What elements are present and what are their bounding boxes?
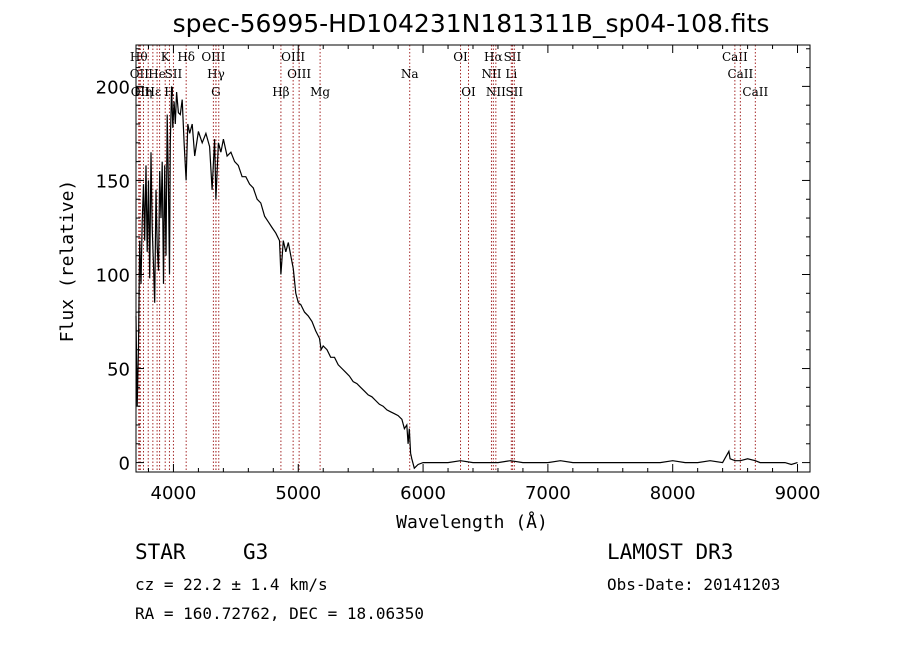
marker-label-12: OIII <box>201 50 225 64</box>
marker-label-0: Hθ <box>130 50 148 64</box>
marker-label-24: Hα <box>484 50 503 64</box>
marker-label-26: Li <box>505 67 517 81</box>
y-tick-label-0: 0 <box>119 454 130 475</box>
marker-label-28: SII <box>505 85 523 99</box>
x-tick-label-4: 8000 <box>650 483 696 504</box>
y-tick-label-4: 200 <box>96 77 130 98</box>
marker-label-1: OII <box>130 67 150 81</box>
marker-label-21: OI <box>453 50 468 64</box>
marker-label-11: Hδ <box>177 50 195 64</box>
survey-name: LAMOST DR3 <box>607 540 734 564</box>
marker-label-9: H <box>164 85 174 99</box>
marker-label-6: He <box>148 67 166 81</box>
y-tick-label-2: 100 <box>96 265 130 286</box>
marker-label-17: OIII <box>281 50 305 64</box>
marker-label-16: Hβ <box>272 85 289 99</box>
obs-date: Obs-Date: 20141203 <box>607 575 781 594</box>
x-tick-label-3: 7000 <box>525 483 571 504</box>
x-tick-label-5: 9000 <box>775 483 821 504</box>
marker-label-29: CaII <box>722 50 748 64</box>
marker-label-18: OIII <box>287 67 311 81</box>
chart-title: spec-56995-HD104231N181311B_sp04-108.fit… <box>173 9 770 38</box>
x-tick-label-0: 4000 <box>151 483 197 504</box>
marker-label-8: K <box>161 50 171 64</box>
plot-frame <box>135 44 811 473</box>
object-subclass: G3 <box>243 540 269 564</box>
y-tick-label-3: 150 <box>96 171 130 192</box>
marker-label-27: SII <box>504 50 522 64</box>
y-axis-label: Flux (relative) <box>57 180 78 343</box>
axis-ticks: 4000 5000 6000 7000 8000 9000 0 50 100 150 200 <box>96 45 821 504</box>
y-tick-label-1: 50 <box>107 360 130 381</box>
marker-label-5: Hε <box>145 85 162 99</box>
marker-label-19: Mg <box>310 85 330 99</box>
marker-label-23: NII <box>481 67 501 81</box>
marker-label-20: Na <box>401 67 419 81</box>
x-tick-label-2: 6000 <box>400 483 446 504</box>
x-axis-label: Wavelength (Å) <box>396 511 548 533</box>
spectrum-line <box>135 86 798 470</box>
redshift-cz: cz = 22.2 ± 1.4 km/s <box>135 575 328 594</box>
marker-label-25: NII <box>486 85 506 99</box>
marker-label-31: CaII <box>742 85 768 99</box>
coordinates: RA = 160.72762, DEC = 18.06350 <box>135 604 424 623</box>
object-type: STAR <box>135 540 186 564</box>
marker-label-22: OI <box>461 85 476 99</box>
x-tick-label-1: 5000 <box>275 483 321 504</box>
marker-label-30: CaII <box>727 67 753 81</box>
marker-label-14: G <box>211 85 221 99</box>
marker-label-10: SII <box>165 67 183 81</box>
